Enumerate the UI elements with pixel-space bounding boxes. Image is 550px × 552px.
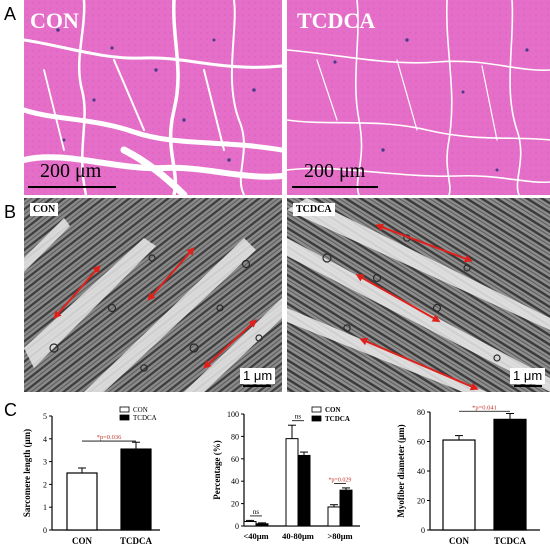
he-scale-text-tcdca: 200 μm: [304, 160, 366, 182]
chart2-bar-con: [243, 521, 257, 527]
tem-label-tcdca: TCDCA: [293, 203, 335, 216]
chart2-ytick-label: 0: [235, 522, 239, 531]
chart3-xtick-label: CON: [449, 536, 470, 546]
chart3-ytick-label: 20: [417, 497, 425, 506]
chart2-legend-label-tcdca: TCDCA: [325, 415, 350, 423]
chart2-xtick-label: 40-80μm: [282, 531, 314, 541]
tem-scale-text-con: 1 μm: [240, 368, 276, 384]
chart2-ytick-label: 20: [231, 500, 239, 509]
tem-scale-text-tcdca: 1 μm: [510, 368, 546, 384]
chart2-bar-tcdca: [255, 523, 269, 527]
he-image-tcdca: [286, 0, 550, 196]
chart2-sig-label: ns: [253, 508, 260, 516]
chart1-ytick-label: 0: [43, 526, 47, 535]
chart2-ytick-label: 100: [227, 410, 239, 419]
he-image-con: [21, 0, 285, 199]
chart3-sig-label: *p=0.041: [472, 404, 497, 411]
he-scale-text-con: 200 μm: [40, 160, 102, 182]
chart1-legend-swatch-tcdca: [119, 414, 130, 421]
chart1-legend-label-tcdca: TCDCA: [133, 414, 157, 422]
he-image-con-svg: [21, 0, 285, 199]
chart2-ytick-label: 60: [231, 455, 239, 464]
chart3-ytick-label: 80: [417, 408, 425, 417]
chart3-ylabel: Myofiber diameter (μm): [396, 424, 406, 517]
chart1-legend-swatch-con: [119, 406, 130, 413]
he-label-tcdca: TCDCA: [297, 8, 376, 33]
chart3-ytick-label: 60: [417, 438, 425, 447]
he-image-tcdca-svg: [286, 0, 550, 196]
tem-image-con: [24, 198, 282, 392]
chart1-ytick-label: 3: [43, 458, 47, 467]
chart1-xtick-label: TCDCA: [120, 536, 153, 546]
tem-label-con: CON: [30, 203, 59, 216]
chart2-ytick-label: 40: [231, 477, 239, 486]
chart-myofiber-diameter: 0 20 40 60 80 Myofiber diameter (μm) CON TCDCA *…: [396, 404, 540, 546]
chart1-ytick-label: 4: [43, 435, 47, 444]
panel-letter-a: A: [4, 4, 17, 24]
chart2-bar-tcdca: [297, 454, 311, 527]
he-scale-bar-con: [28, 186, 116, 188]
chart2-ytick-label: 80: [231, 432, 239, 441]
chart1-sig-label: *p=0.036: [97, 434, 123, 441]
chart3-bar-con: [442, 439, 476, 531]
he-scale-bar-tcdca: [292, 186, 378, 188]
chart3-bar-tcdca: [493, 418, 527, 531]
chart2-sig-label: *p=0.029: [329, 477, 352, 483]
chart1-ytick-label: 2: [43, 480, 47, 489]
panel-letter-c: C: [4, 400, 17, 420]
chart2-bar-con: [285, 438, 299, 527]
chart2-xtick-label: >80μm: [327, 531, 352, 541]
tem-image-tcdca-svg: [287, 198, 550, 392]
chart1-ytick-label: 5: [43, 412, 47, 421]
panel-letter-b: B: [4, 202, 17, 222]
chart2-xtick-label: <40μm: [243, 531, 268, 541]
chart1-ytick-label: 1: [43, 503, 47, 512]
chart2-bar-con: [327, 506, 341, 527]
he-label-con: CON: [30, 8, 79, 33]
tem-scale-bar-con: [243, 385, 271, 387]
chart2-sig-label: ns: [295, 413, 302, 421]
chart3-ytick-label: 0: [421, 526, 425, 535]
tem-image-tcdca: [287, 198, 550, 392]
chart1-legend-label-con: CON: [133, 406, 148, 414]
chart1-bar-tcdca: [120, 448, 152, 531]
chart2-legend-swatch-con: [311, 406, 322, 413]
chart2-legend-label-con: CON: [325, 406, 341, 414]
chart2-bar-tcdca: [339, 489, 353, 527]
chart2-legend-swatch-tcdca: [311, 415, 322, 422]
chart1-ylabel: Sarcomere length (μm): [22, 429, 32, 517]
chart1-xtick-label: CON: [72, 536, 93, 546]
chart3-ytick-label: 40: [417, 467, 425, 476]
chart1-bar-con: [66, 472, 98, 531]
chart2-ylabel: Percentage (%): [212, 440, 222, 500]
tem-image-con-svg: [24, 198, 282, 392]
chart-percentage: 0 20 40 60 80 100 Percentage (%) <40μm ns 40-80μm…: [212, 406, 360, 541]
tem-scale-bar-tcdca: [514, 385, 542, 387]
chart3-xtick-label: TCDCA: [494, 536, 527, 546]
